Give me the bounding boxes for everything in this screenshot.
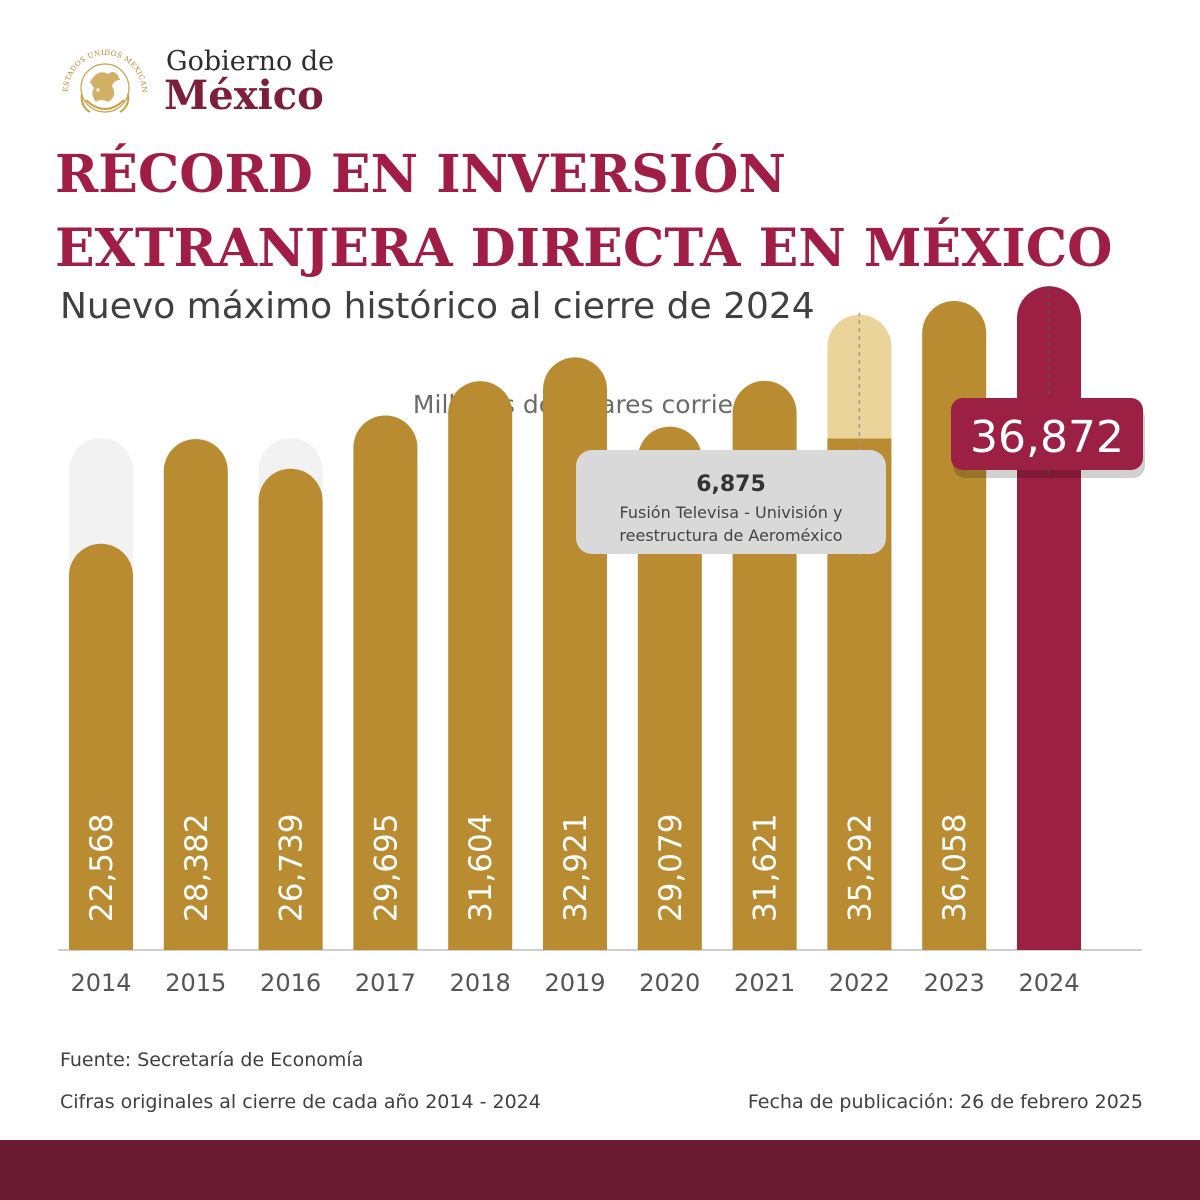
x-tick-label: 2019 — [544, 969, 605, 997]
bar-2017 — [353, 415, 418, 950]
bar-2018 — [448, 381, 513, 950]
figures-note: Cifras originales al cierre de cada año … — [60, 1091, 541, 1113]
gobierno-de-mexico-logo: ESTADOS UNIDOS MEXICANOS Gobierno de Méx… — [50, 40, 340, 130]
x-tick-label: 2017 — [355, 969, 416, 997]
annotation-value: 6,875 — [696, 472, 766, 497]
logo-text-line2: México — [164, 72, 324, 119]
national-seal-icon: ESTADOS UNIDOS MEXICANOS — [50, 40, 149, 113]
x-tick-label: 2024 — [1018, 969, 1079, 997]
x-tick-label: 2021 — [734, 969, 795, 997]
logo-text-line1: Gobierno de — [166, 46, 335, 77]
publication-date: Fecha de publicación: 26 de febrero 2025 — [747, 1091, 1143, 1113]
bar-2020 — [637, 426, 702, 950]
x-tick-label: 2022 — [829, 969, 890, 997]
highlight-value: 36,872 — [970, 412, 1124, 463]
bar-value-label: 26,739 — [274, 814, 310, 922]
page-subtitle: Nuevo máximo histórico al cierre de 2024 — [60, 286, 815, 327]
bar-value-label: 31,621 — [748, 814, 784, 922]
footer-band — [0, 1140, 1200, 1200]
x-tick-label: 2020 — [639, 969, 700, 997]
bar-2015 — [163, 439, 228, 950]
bar-value-label: 22,568 — [84, 814, 120, 922]
bar-value-label: 35,292 — [842, 814, 878, 922]
annotation-text-line: reestructura de Aeroméxico — [619, 526, 842, 545]
bar-value-label: 31,604 — [463, 814, 499, 922]
bar-value-label: 29,079 — [653, 814, 689, 922]
source-note: Fuente: Secretaría de Economía — [60, 1049, 364, 1071]
bar-2016 — [258, 468, 323, 950]
bar-2014 — [69, 543, 133, 950]
page-title: RÉCORD EN INVERSIÓN EXTRANJERA DIRECTA E… — [55, 144, 1113, 279]
x-tick-label: 2023 — [924, 969, 985, 997]
x-tick-label: 2018 — [450, 969, 511, 997]
bar-value-label: 36,058 — [937, 814, 973, 922]
x-tick-label: 2014 — [70, 969, 131, 997]
bar-value-label: 28,382 — [179, 814, 215, 922]
x-tick-label: 2016 — [260, 969, 321, 997]
x-tick-label: 2015 — [165, 969, 226, 997]
bar-value-label: 32,921 — [558, 814, 594, 922]
bar-value-label: 29,695 — [368, 814, 404, 922]
highlight-badge — [951, 398, 1143, 470]
annotation-text-line: Fusión Televisa - Univisión y — [620, 503, 843, 522]
annotation-callout — [576, 450, 886, 554]
